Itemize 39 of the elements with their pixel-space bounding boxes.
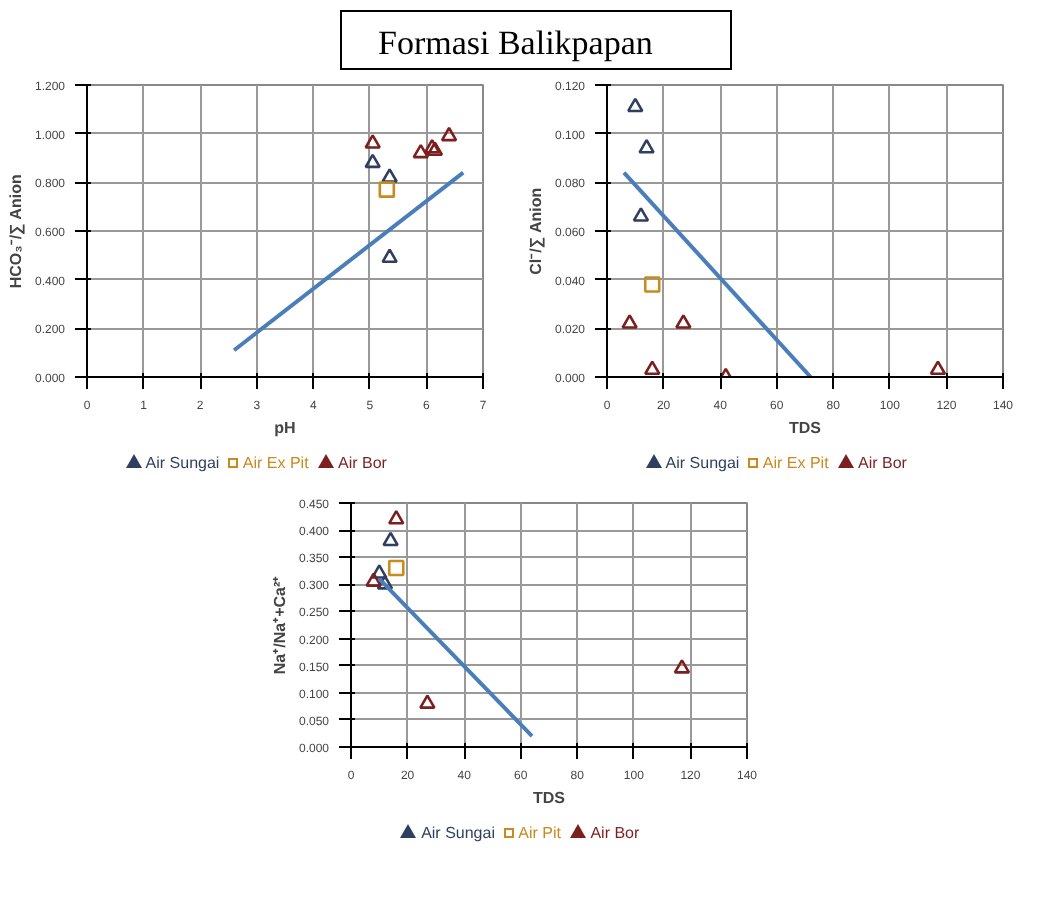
- x-axis-title: TDS: [789, 419, 823, 437]
- point: [412, 143, 430, 159]
- point: [929, 360, 947, 376]
- legend-label: Air Sungai: [421, 824, 495, 842]
- point: [643, 360, 661, 376]
- point: [673, 658, 691, 674]
- legend-label: Air Sungai: [665, 454, 740, 472]
- legend-label: Air Bor: [337, 454, 387, 472]
- legend-label: Air Pit: [518, 824, 562, 842]
- point: [364, 153, 381, 169]
- point: [364, 134, 381, 149]
- x-axis-title: pH: [274, 419, 297, 437]
- y-axis-title: Na⁺/Na⁺+Ca²⁺: [270, 575, 289, 675]
- point: [440, 126, 458, 142]
- point: [381, 248, 398, 264]
- legend-label: Air Ex Pit: [242, 454, 309, 472]
- legend-label: Air Bor: [857, 454, 907, 472]
- point: [381, 168, 398, 183]
- point: [643, 276, 661, 293]
- point: [419, 694, 436, 709]
- point: [626, 97, 644, 113]
- legend-label: Air Ex Pit: [762, 454, 829, 472]
- point: [376, 574, 394, 590]
- point: [382, 531, 399, 547]
- x-axis-title: TDS: [533, 789, 567, 807]
- legend-label: Air Sungai: [145, 454, 220, 472]
- point: [675, 314, 692, 329]
- point: [632, 207, 650, 222]
- point: [370, 564, 388, 579]
- legend-label: Air Bor: [590, 824, 640, 842]
- point: [387, 509, 405, 525]
- y-axis-title: HCO₃⁻/∑ Anion: [6, 174, 25, 289]
- point: [365, 572, 382, 587]
- y-axis-title: Cl⁻/∑ Anion: [526, 187, 545, 275]
- point: [378, 181, 396, 198]
- point: [621, 314, 638, 329]
- point: [638, 138, 655, 154]
- text: Formasi Balikpapan: [378, 22, 653, 66]
- point: [387, 559, 405, 577]
